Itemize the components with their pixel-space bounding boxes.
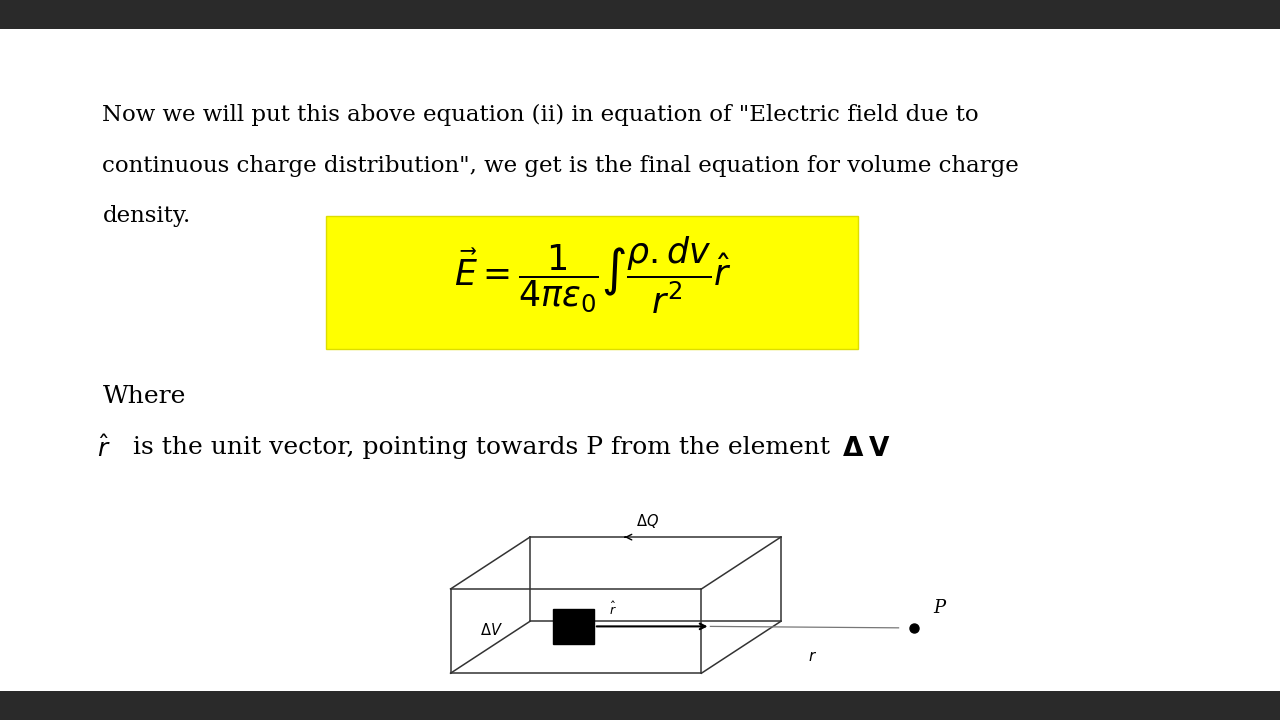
Bar bbox=[553, 609, 594, 644]
Text: $\mathbf{V}$: $\mathbf{V}$ bbox=[868, 436, 890, 462]
Text: Where: Where bbox=[102, 385, 186, 408]
Text: is the unit vector, pointing towards P from the element: is the unit vector, pointing towards P f… bbox=[133, 436, 838, 459]
Bar bbox=[0, 691, 1280, 720]
Text: density.: density. bbox=[102, 205, 191, 228]
Bar bbox=[326, 216, 858, 349]
Text: $\Delta V$: $\Delta V$ bbox=[480, 622, 503, 638]
Text: $\Delta Q$: $\Delta Q$ bbox=[636, 511, 659, 529]
Text: $\hat{r}$: $\hat{r}$ bbox=[97, 436, 111, 462]
Text: $\hat{r}$: $\hat{r}$ bbox=[609, 600, 617, 618]
Text: $\vec{E} = \dfrac{1}{4\pi\varepsilon_0} \int \dfrac{\rho.dv}{r^2} \hat{r}$: $\vec{E} = \dfrac{1}{4\pi\varepsilon_0} … bbox=[453, 235, 732, 315]
Text: $r$: $r$ bbox=[808, 649, 818, 664]
Text: Now we will put this above equation (ii) in equation of "Electric field due to: Now we will put this above equation (ii)… bbox=[102, 104, 979, 127]
Text: P: P bbox=[933, 599, 945, 616]
Bar bbox=[0, 0, 1280, 29]
Text: $\mathbf{\Delta}$: $\mathbf{\Delta}$ bbox=[842, 436, 864, 462]
Text: continuous charge distribution", we get is the final equation for volume charge: continuous charge distribution", we get … bbox=[102, 155, 1019, 177]
